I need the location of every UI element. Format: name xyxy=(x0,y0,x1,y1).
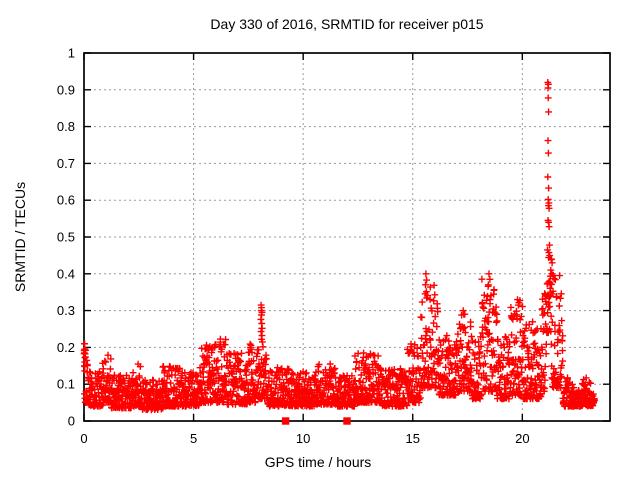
y-tick-label: 0.2 xyxy=(57,340,75,355)
flagged-epoch-marker xyxy=(343,417,351,425)
flagged-epoch-marker xyxy=(281,417,290,425)
y-tick-label: 0.1 xyxy=(57,377,75,392)
y-tick-label: 0.8 xyxy=(57,119,75,134)
x-tick-label: 20 xyxy=(515,431,529,446)
y-tick-label: 0.3 xyxy=(57,303,75,318)
y-tick-label: 0.7 xyxy=(57,156,75,171)
y-tick-label: 0.5 xyxy=(57,230,75,245)
chart-layer: 0 5 10 15 20 0 0.1 0.2 0.3 0.4 0.5 0.6 0.7 0.8 0.9 1 xyxy=(57,46,611,446)
y-tick-label: 0.6 xyxy=(57,193,75,208)
y-tick-label: 1 xyxy=(68,46,75,61)
y-tick-label: 0.4 xyxy=(57,266,75,281)
y-tick-label: 0 xyxy=(68,414,75,429)
y-axis-label: SRMTID / TECUs xyxy=(12,182,28,292)
x-axis-label: GPS time / hours xyxy=(265,454,372,470)
x-tick-label: 0 xyxy=(80,431,87,446)
tick-marks xyxy=(83,52,610,422)
chart-title: Day 330 of 2016, SRMTID for receiver p01… xyxy=(210,16,483,32)
y-tick-label: 0.9 xyxy=(57,82,75,97)
x-tick-label: 15 xyxy=(406,431,420,446)
data-points xyxy=(80,79,598,414)
x-tick-label: 5 xyxy=(190,431,197,446)
x-tick-label: 10 xyxy=(296,431,310,446)
